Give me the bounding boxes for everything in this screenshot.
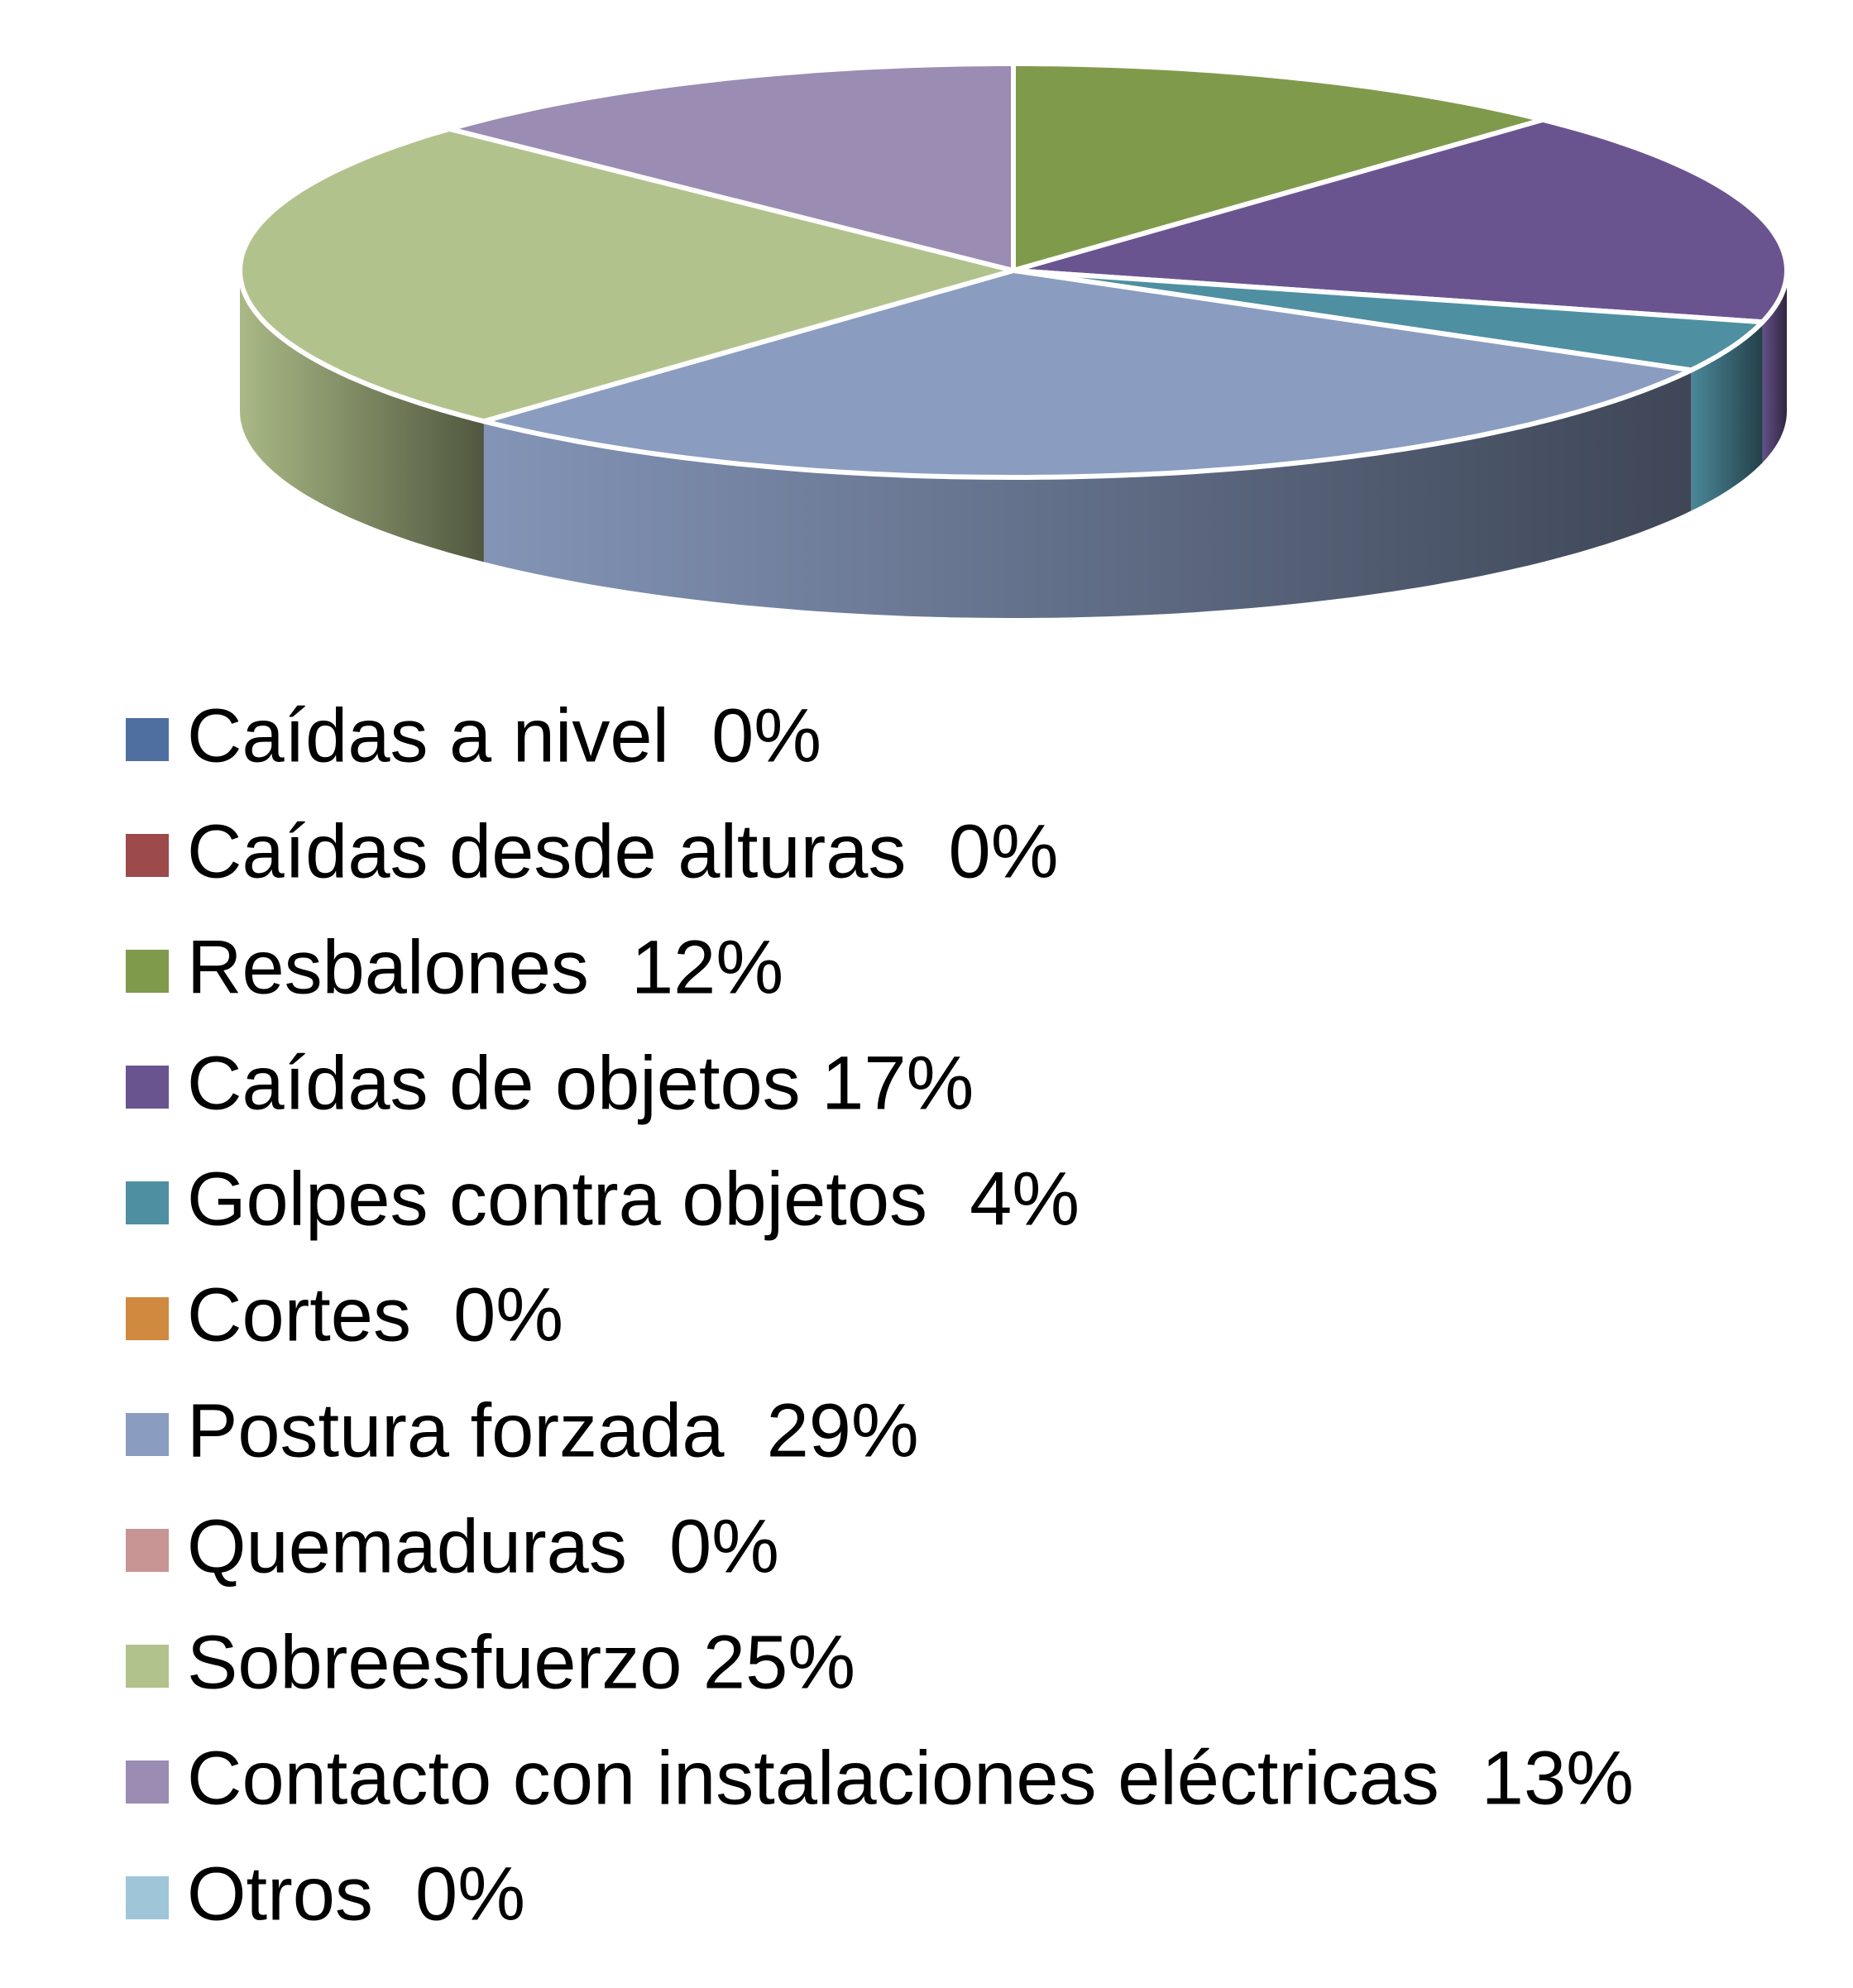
legend: Caídas a nivel 0% Caídas desde alturas 0%… — [126, 693, 1634, 1936]
legend-label: Postura forzada 29% — [187, 1388, 919, 1473]
legend-swatch — [126, 1760, 169, 1804]
legend-swatch — [126, 1413, 169, 1456]
legend-swatch — [126, 1066, 169, 1109]
legend-label: Golpes contra objetos 4% — [187, 1157, 1080, 1241]
pie-side-shade — [240, 271, 484, 563]
pie-sides — [240, 271, 1787, 618]
pie-slice — [237, 126, 1016, 424]
legend-swatch — [126, 718, 169, 761]
legend-label: Sobreesfuerzo 25% — [187, 1620, 855, 1704]
pie-slice — [1011, 61, 1546, 273]
legend-label: Resbalones 12% — [187, 925, 783, 1009]
pie-slice — [1011, 117, 1789, 325]
legend-swatch — [126, 1297, 169, 1340]
pie-slice — [481, 268, 1694, 480]
legend-swatch — [126, 1529, 169, 1572]
legend-swatch — [126, 1876, 169, 1919]
legend-label: Cortes 0% — [187, 1272, 563, 1357]
legend-label: Quemaduras 0% — [187, 1504, 779, 1588]
pie-side-shade — [1691, 322, 1763, 511]
legend-label: Caídas de objetos 17% — [187, 1041, 974, 1125]
pie-slice — [1011, 268, 1765, 373]
pie-slice — [447, 61, 1016, 273]
legend-label: Caídas desde alturas 0% — [187, 809, 1059, 893]
pie-tops — [237, 61, 1789, 480]
legend-swatch — [126, 834, 169, 877]
legend-label: Contacto con instalaciones eléctricas 13… — [187, 1736, 1634, 1820]
legend-swatch — [126, 1181, 169, 1224]
pie-side-shade — [483, 370, 1692, 618]
legend-swatch — [126, 950, 169, 993]
legend-label: Caídas a nivel 0% — [187, 693, 821, 778]
legend-swatch — [126, 1645, 169, 1688]
legend-label: Otros 0% — [187, 1851, 525, 1936]
